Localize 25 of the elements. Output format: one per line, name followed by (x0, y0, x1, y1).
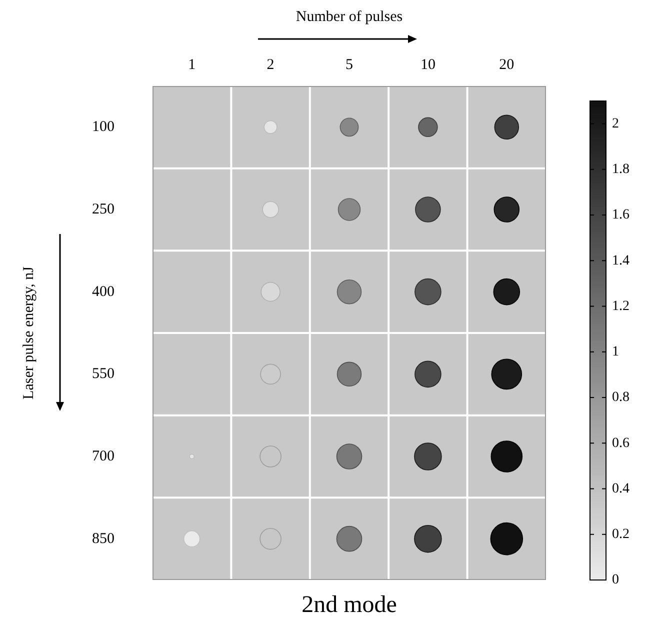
color-bar-label: 1.6 (612, 208, 630, 223)
x-tick-label: 10 (420, 56, 436, 73)
y-tick-label: 100 (92, 119, 114, 136)
x-tick-label: 5 (346, 56, 353, 73)
color-bar-label: 2 (612, 116, 619, 132)
x-tick-label: 1 (188, 56, 196, 73)
color-bar-label: 1.4 (612, 253, 630, 268)
y-axis-title: Laser pulse energy, nJ (20, 266, 37, 400)
color-bar-label: 1.2 (612, 298, 630, 314)
y-tick-label: 250 (92, 201, 114, 218)
x-tick-label: 2 (266, 56, 274, 73)
color-bar-label: 0 (612, 572, 619, 588)
y-tick-label: 550 (92, 366, 114, 382)
color-bar-label: 0.8 (612, 390, 630, 406)
color-bar-label: 1.8 (612, 162, 630, 178)
y-tick-label: 850 (92, 530, 114, 547)
color-bar-label: 0.2 (612, 527, 630, 542)
y-tick-label: 400 (92, 284, 114, 300)
color-bar-label: 0.6 (612, 436, 630, 451)
x-tick-label: 20 (499, 56, 514, 73)
color-bar-label: 1 (612, 344, 619, 360)
text: 2nd mode (302, 592, 397, 618)
y-tick-label: 700 (92, 448, 114, 464)
x-axis-title: Number of pulses (296, 8, 403, 25)
color-bar-label: 0.4 (612, 481, 630, 496)
